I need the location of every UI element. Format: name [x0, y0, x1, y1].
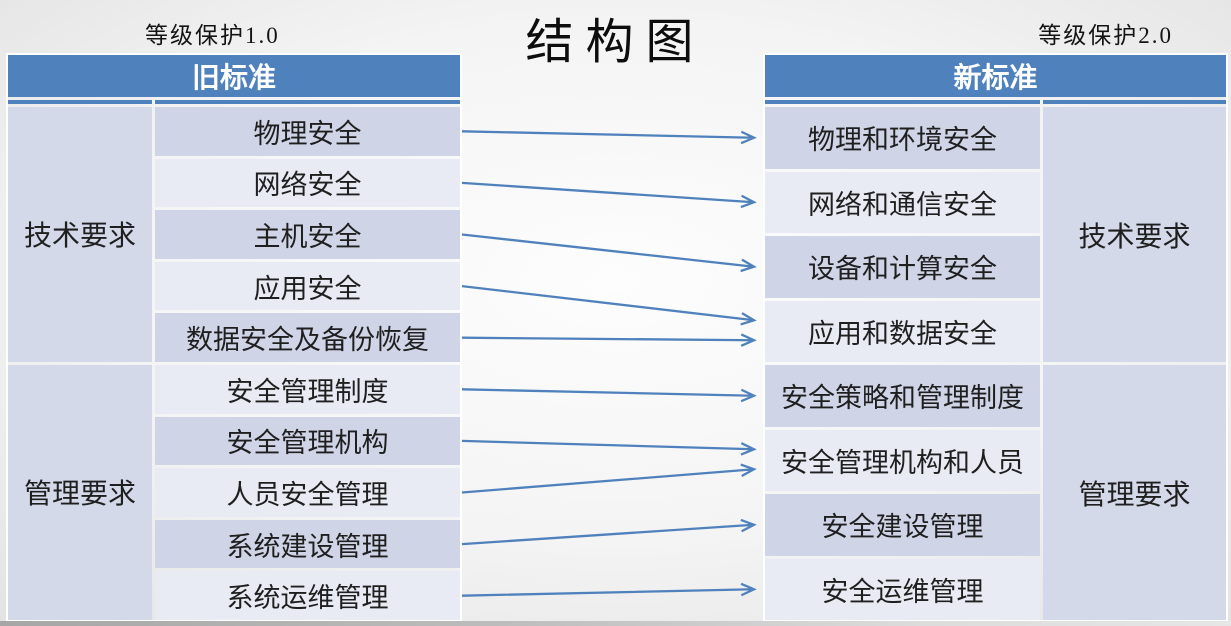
- mapping-arrow: [461, 582, 757, 597]
- old-item-cell: 数据安全及备份恢复: [155, 313, 460, 362]
- bottom-shadow: [0, 621, 1231, 626]
- new-table-body: 物理和环境安全 网络和通信安全 设备和计算安全 应用和数据安全 技术要求 安全策略和管理制…: [765, 107, 1226, 620]
- mapping-arrow: [461, 181, 757, 209]
- new-item-cell: 安全管理机构和人员: [765, 429, 1040, 491]
- new-item-cell: 应用和数据安全: [765, 300, 1040, 362]
- old-item-cell: 人员安全管理: [155, 468, 460, 517]
- mapping-arrow: [461, 333, 757, 347]
- old-item-cell: 网络安全: [155, 158, 460, 208]
- new-standard-header: 新标准: [765, 55, 1226, 97]
- old-standard-table: 旧标准 技术要求 物理安全 网络安全 主机安全 应用安全 数据安全及备份恢复 管理要求 安全管…: [6, 53, 462, 622]
- new-table-header-rule: [765, 100, 1226, 104]
- old-group-cell: 技术要求: [8, 107, 152, 362]
- new-item-cell: 网络和通信安全: [765, 171, 1040, 233]
- mapping-arrow: [461, 233, 757, 273]
- label-protection-1-0: 等级保护1.0: [145, 23, 280, 48]
- mapping-arrow: [461, 130, 757, 145]
- old-item-cell: 安全管理制度: [155, 364, 460, 414]
- new-standard-table: 新标准 物理和环境安全 网络和通信安全 设备和计算安全 应用和数据安全 技术要求 安全策略…: [763, 53, 1228, 622]
- old-item-cell: 应用安全: [155, 261, 460, 311]
- mapping-arrow: [461, 388, 757, 403]
- old-item-cell: 系统建设管理: [155, 519, 460, 569]
- old-group-cell: 管理要求: [8, 364, 152, 620]
- old-table-header-rule: [8, 100, 460, 104]
- new-group-cell: 管理要求: [1043, 365, 1226, 620]
- old-table-body: 技术要求 物理安全 网络安全 主机安全 应用安全 数据安全及备份恢复 管理要求 安全管理制度安…: [8, 107, 460, 620]
- mapping-arrow: [461, 463, 757, 494]
- new-item-cell: 物理和环境安全: [765, 107, 1040, 169]
- old-item-cell: 系统运维管理: [155, 571, 460, 620]
- old-item-cell: 主机安全: [155, 210, 460, 259]
- old-standard-header: 旧标准: [8, 55, 460, 97]
- new-item-cell: 设备和计算安全: [765, 236, 1040, 298]
- mapping-arrow: [461, 284, 757, 326]
- page-title: 结构图: [525, 16, 706, 69]
- mapping-arrow: [461, 518, 757, 546]
- mapping-arrow: [461, 439, 757, 456]
- old-item-cell: 安全管理机构: [155, 416, 460, 466]
- label-protection-2-0: 等级保护2.0: [1038, 23, 1173, 48]
- new-item-cell: 安全建设管理: [765, 494, 1040, 556]
- new-item-cell: 安全运维管理: [765, 558, 1040, 620]
- old-item-cell: 物理安全: [155, 107, 460, 156]
- new-item-cell: 安全策略和管理制度: [765, 365, 1040, 427]
- new-group-cell: 技术要求: [1043, 107, 1226, 362]
